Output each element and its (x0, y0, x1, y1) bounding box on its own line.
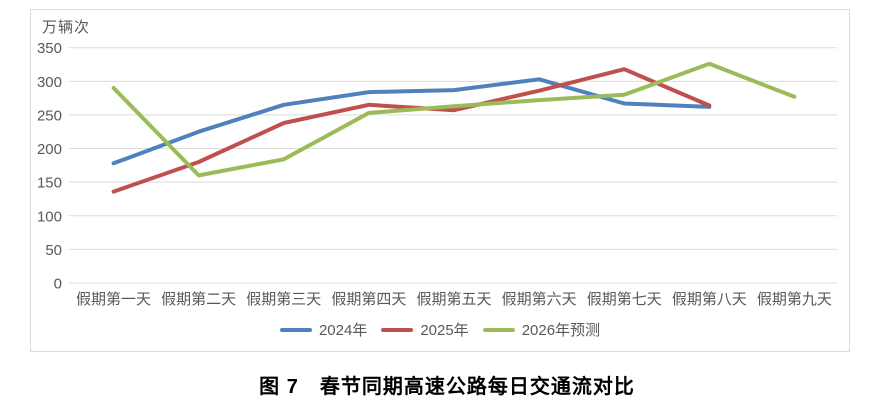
y-tick-label: 0 (54, 276, 62, 293)
y-tick-label: 200 (37, 141, 62, 158)
x-axis-label: 假期第九天 (757, 290, 832, 308)
x-axis-label: 假期第二天 (161, 290, 236, 308)
figure-caption: 图 7 春节同期高速公路每日交通流对比 (259, 376, 635, 398)
y-tick-label: 350 (37, 40, 62, 57)
series-line-2026 (111, 61, 797, 178)
legend-item-2024: 2024年 (279, 319, 368, 340)
chart-legend: 2024年 2025年 2026年预测 (31, 319, 849, 340)
x-axis-label: 假期第一天 (76, 290, 151, 308)
legend-label: 2025年 (420, 322, 469, 339)
chart-svg: 0 50 100 150 200 250 300 350 假期第一天 假期第二天 假期第三天 假期第四… (37, 40, 837, 308)
x-axis-label: 假期第七天 (587, 290, 662, 308)
y-tick-label: 300 (37, 74, 62, 91)
x-axis-label: 假期第三天 (246, 290, 321, 308)
x-axis-label: 假期第八天 (672, 290, 747, 308)
y-tick-label: 150 (37, 175, 62, 192)
legend-line-marker (279, 327, 312, 332)
y-tick-label: 50 (45, 242, 62, 259)
legend-line-marker (482, 327, 515, 332)
chart-frame: 万辆次 0 50 100 150 200 250 300 350 假期第一天 假期第二天 假期第三天… (30, 9, 850, 352)
y-axis-unit-label: 万辆次 (42, 19, 91, 36)
legend-item-2025: 2025年 (381, 319, 469, 340)
series-line-2025 (111, 67, 712, 194)
x-axis-label: 假期第五天 (416, 290, 491, 308)
y-tick-label: 100 (37, 208, 62, 225)
y-tick-label: 250 (37, 107, 62, 124)
x-axis-label: 假期第四天 (331, 290, 406, 308)
legend-item-2026: 2026年预测 (482, 319, 601, 340)
series-line-2024 (111, 77, 712, 166)
legend-line-marker (381, 327, 414, 332)
x-axis-label: 假期第六天 (502, 290, 577, 308)
legend-label: 2024年 (318, 322, 368, 339)
legend-label: 2026年预测 (521, 322, 601, 339)
